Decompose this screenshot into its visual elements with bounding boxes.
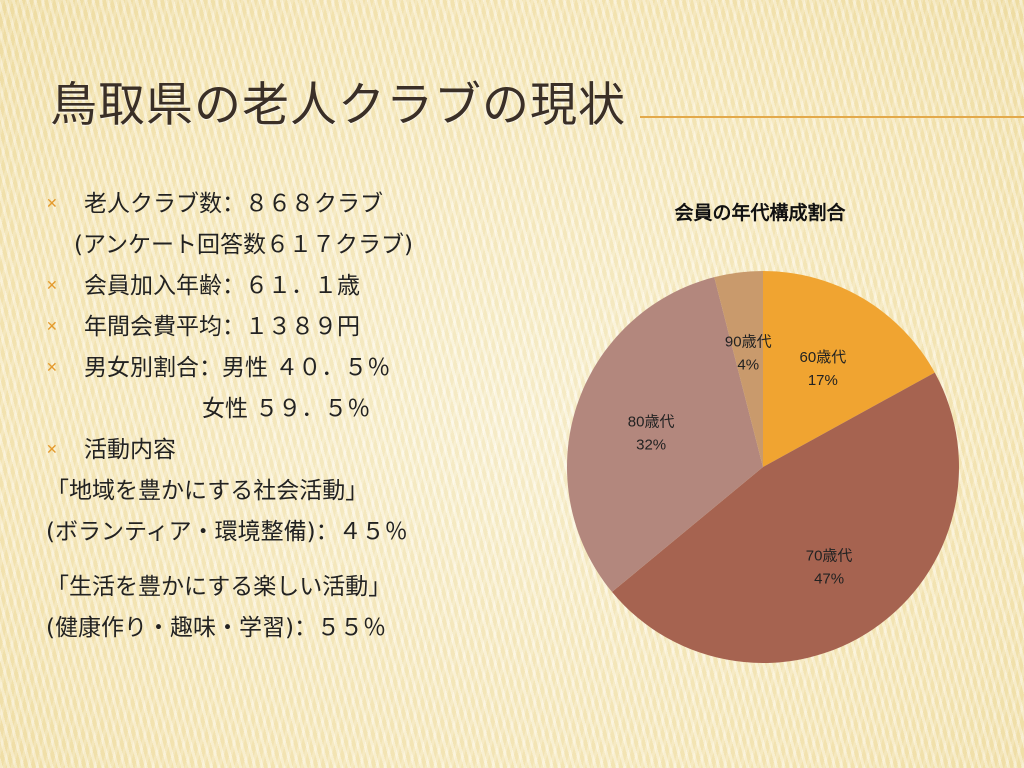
slide-title: 鳥取県の老人クラブの現状 <box>50 78 626 133</box>
pie-slice-70歳代 <box>611 372 959 663</box>
slice-percent-label: 47% <box>814 570 844 587</box>
list-item: ✕ 活動内容 <box>46 430 526 471</box>
gender-ratio-male-text: 男女別割合：男性 ４０．５％ <box>84 355 391 381</box>
list-item: (アンケート回答数６１７クラブ) <box>46 225 526 266</box>
slice-category-label: 80歳代 <box>628 414 675 431</box>
pie-slice-80歳代 <box>567 277 763 592</box>
slice-category-label: 70歳代 <box>806 547 853 564</box>
slice-category-label: 90歳代 <box>725 333 772 350</box>
social-activity-detail-text: (ボランティア・環境整備)：４５％ <box>46 519 408 545</box>
leisure-activity-text: 「生活を豊かにする楽しい活動」 <box>46 574 392 600</box>
join-age-text: 会員加入年齢：６１．１歳 <box>84 273 360 299</box>
slice-percent-label: 32% <box>636 437 666 454</box>
pie-slice-60歳代 <box>763 271 935 467</box>
survey-count-text: (アンケート回答数６１７クラブ) <box>74 232 414 258</box>
title-underline <box>640 116 1024 118</box>
bullet-x-icon: ✕ <box>46 360 58 376</box>
list-item: (ボランティア・環境整備)：４５％ <box>46 512 526 553</box>
bullet-x-icon: ✕ <box>46 442 58 458</box>
chart-title: 会員の年代構成割合 <box>674 202 846 224</box>
pie-chart: 会員の年代構成割合 60歳代 17% 70歳代 47% 80歳代 32% 90歳代 4% <box>530 190 1010 680</box>
pie-chart-svg: 60歳代 17% 70歳代 47% 80歳代 32% 90歳代 4% <box>567 271 959 663</box>
list-item: ✕ 会員加入年齢：６１．１歳 <box>46 266 526 307</box>
list-item: ✕ 老人クラブ数：８６８クラブ <box>46 184 526 225</box>
bullet-x-icon: ✕ <box>46 319 58 335</box>
slice-percent-label: 17% <box>808 372 838 389</box>
list-item: (健康作り・趣味・学習)：５５％ <box>46 608 526 649</box>
pie-slice-90歳代 <box>714 271 763 467</box>
list-item: 「地域を豊かにする社会活動」 <box>46 471 526 512</box>
club-count-text: 老人クラブ数：８６８クラブ <box>84 191 383 217</box>
list-item: 女性 ５９．５％ <box>46 389 526 430</box>
slice-percent-label: 4% <box>737 356 759 373</box>
bullet-x-icon: ✕ <box>46 196 58 212</box>
bullet-x-icon: ✕ <box>46 278 58 294</box>
leisure-activity-detail-text: (健康作り・趣味・学習)：５５％ <box>46 615 386 641</box>
list-item: ✕ 男女別割合：男性 ４０．５％ <box>46 348 526 389</box>
activity-heading-text: 活動内容 <box>84 437 176 463</box>
gender-ratio-female-text: 女性 ５９．５％ <box>202 396 371 422</box>
list-item: ✕ 年間会費平均：１３８９円 <box>46 307 526 348</box>
annual-fee-text: 年間会費平均：１３８９円 <box>84 314 360 340</box>
slide-body: ✕ 老人クラブ数：８６８クラブ (アンケート回答数６１７クラブ) ✕ 会員加入年… <box>46 184 526 649</box>
slice-category-label: 60歳代 <box>800 349 847 366</box>
list-item: 「生活を豊かにする楽しい活動」 <box>46 567 526 608</box>
social-activity-text: 「地域を豊かにする社会活動」 <box>46 478 369 504</box>
